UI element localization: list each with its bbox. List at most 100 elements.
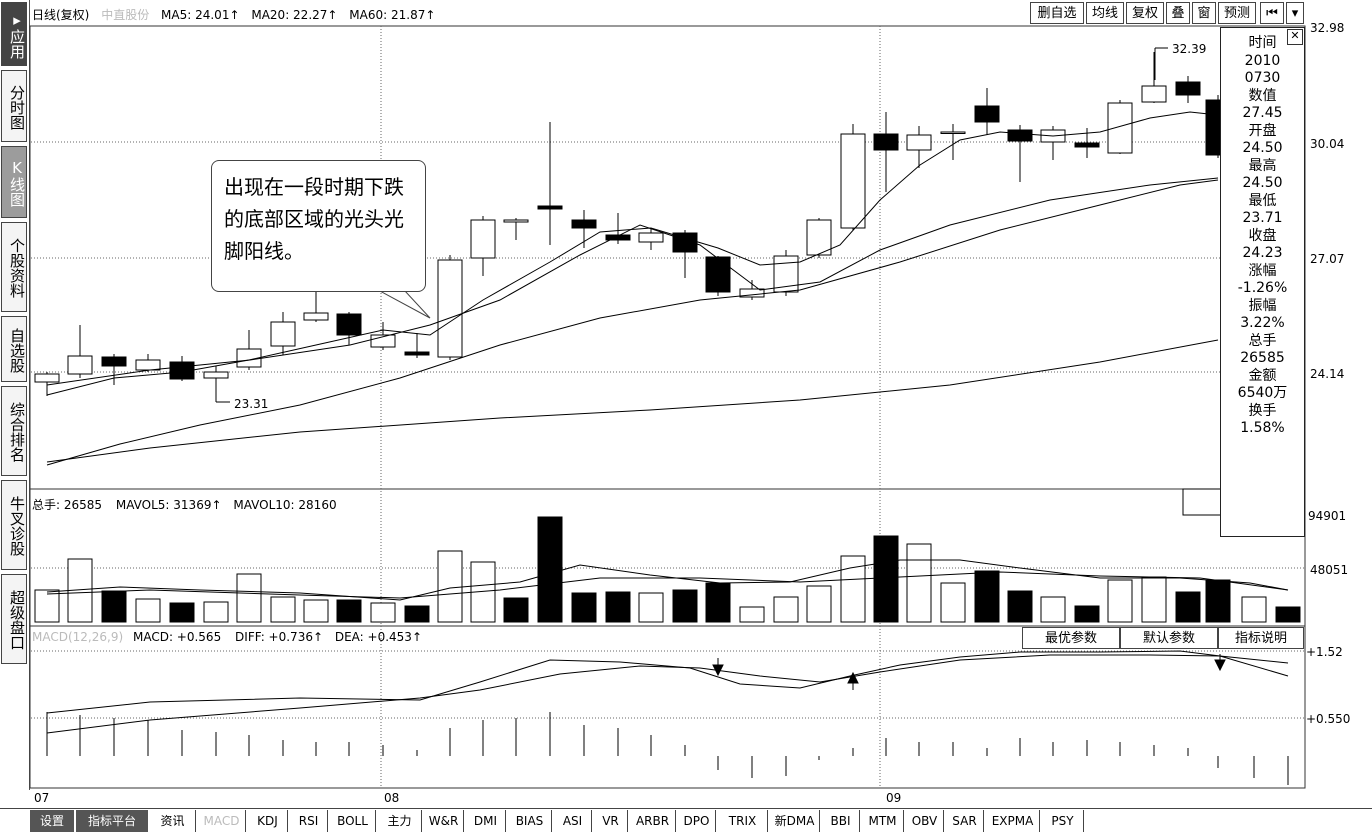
- toolbar-app-button[interactable]: ▸应用: [1, 2, 27, 66]
- candle-body: [1141, 85, 1167, 103]
- tab-obv[interactable]: OBV: [906, 810, 944, 832]
- toolbar-watchlist-button[interactable]: 自选股: [1, 316, 27, 382]
- tab-bbi[interactable]: BBI: [822, 810, 860, 832]
- tab-指标平台[interactable]: 指标平台: [76, 810, 148, 832]
- volume-bar: [1175, 591, 1201, 623]
- optimal-params-button[interactable]: 最优参数: [1022, 627, 1120, 649]
- candle-body: [906, 134, 932, 151]
- info-item: 数值: [1248, 87, 1277, 104]
- volume-bar: [840, 555, 866, 623]
- ma5-value: MA5: 24.01: [161, 8, 230, 22]
- info-item: 26585: [1240, 350, 1285, 366]
- tab-macd[interactable]: MACD: [198, 810, 246, 832]
- tab-新dma[interactable]: 新DMA: [770, 810, 820, 832]
- info-item: 0730: [1244, 70, 1281, 86]
- candle-body: [404, 351, 430, 356]
- left-toolbar: ▸应用 分时图 K线图 个股资料 自选股 综合排名 牛叉诊股 超级盘口: [0, 0, 30, 790]
- forecast-button[interactable]: 预测: [1218, 2, 1256, 24]
- info-item: 振幅: [1248, 297, 1277, 314]
- tab-boll[interactable]: BOLL: [330, 810, 376, 832]
- volume-bar: [470, 561, 496, 623]
- candle-body: [571, 219, 597, 229]
- tab-dmi[interactable]: DMI: [466, 810, 506, 832]
- volume-bar: [1007, 590, 1033, 623]
- tab-asi[interactable]: ASI: [554, 810, 592, 832]
- close-icon[interactable]: ✕: [1287, 29, 1303, 45]
- tab-主力[interactable]: 主力: [378, 810, 422, 832]
- info-item: 27.45: [1242, 105, 1283, 121]
- volume-bar: [1141, 576, 1167, 623]
- tab-sar[interactable]: SAR: [946, 810, 984, 832]
- mavol10-value: MAVOL10: 28160: [233, 498, 337, 512]
- candle-body: [203, 371, 229, 379]
- back-first-button[interactable]: ⏮: [1260, 2, 1284, 24]
- tab-trix[interactable]: TRIX: [718, 810, 768, 832]
- macd-panel-frame: [29, 625, 1306, 789]
- arrow-up-icon: ↑: [229, 8, 240, 22]
- volume-bar: [806, 585, 832, 623]
- candle-body: [470, 219, 496, 259]
- ma60-line: [46, 339, 1219, 463]
- tab-psy[interactable]: PSY: [1042, 810, 1084, 832]
- toolbar-timeshare-button[interactable]: 分时图: [1, 70, 27, 142]
- tab-设置[interactable]: 设置: [30, 810, 74, 832]
- volume-bar: [605, 591, 631, 623]
- indicator-help-button[interactable]: 指标说明: [1218, 627, 1304, 649]
- candle-body: [537, 205, 563, 210]
- mavol5-value: MAVOL5: 31369: [115, 498, 212, 512]
- diff-line: [46, 650, 1289, 714]
- info-item: 3.22%: [1240, 315, 1285, 331]
- high-price-annotation: 32.39: [1172, 42, 1206, 56]
- volume-bar: [1107, 579, 1133, 623]
- tab-资讯[interactable]: 资讯: [150, 810, 196, 832]
- overlay-button[interactable]: 叠: [1166, 2, 1190, 24]
- toolbar-ranking-button[interactable]: 综合排名: [1, 386, 27, 476]
- arrow-up-icon: ↑: [425, 8, 436, 22]
- skip-back-icon: ⏮: [1266, 6, 1278, 21]
- candle-body: [336, 313, 362, 336]
- dea-line: [46, 654, 1289, 734]
- info-item: 24.50: [1242, 175, 1283, 191]
- info-item: 时间: [1248, 35, 1277, 51]
- volume-bar: [705, 582, 731, 623]
- candle-body: [940, 131, 966, 134]
- default-params-button[interactable]: 默认参数: [1120, 627, 1218, 649]
- dropdown-button[interactable]: ▾: [1286, 2, 1304, 24]
- ma-button[interactable]: 均线: [1086, 2, 1124, 24]
- volume-bar: [34, 589, 60, 623]
- macd-indicator-name[interactable]: MACD(12,26,9): [32, 630, 124, 644]
- info-item: 金额: [1248, 367, 1277, 384]
- toolbar-diagnosis-button[interactable]: 牛叉诊股: [1, 480, 27, 570]
- candle-body: [840, 133, 866, 229]
- macd-histogram: [46, 650, 1289, 785]
- period-label: 日线(复权): [32, 8, 90, 22]
- volume-overlay-box: [1182, 488, 1222, 516]
- buy-arrow-icon: [847, 671, 859, 690]
- tab-bias[interactable]: BIAS: [508, 810, 552, 832]
- indicator-tabs: 设置 指标平台 资讯 MACD KDJ RSI BOLL 主力 W&R DMI BIAS ASI VR A…: [0, 808, 1372, 833]
- volume-bar: [773, 596, 799, 623]
- tab-dpo[interactable]: DPO: [678, 810, 716, 832]
- volume-total: 总手: 26585: [32, 498, 103, 512]
- toolbar-stock-info-button[interactable]: 个股资料: [1, 222, 27, 312]
- volume-bar: [739, 606, 765, 623]
- tab-vr[interactable]: VR: [594, 810, 628, 832]
- tab-w&r[interactable]: W&R: [424, 810, 464, 832]
- volume-bar: [270, 596, 296, 623]
- candle-body: [101, 356, 127, 367]
- tab-kdj[interactable]: KDJ: [248, 810, 288, 832]
- window-button[interactable]: 窗: [1192, 2, 1216, 24]
- tab-arbr[interactable]: ARBR: [630, 810, 676, 832]
- volume-bar: [437, 550, 463, 623]
- adjust-button[interactable]: 复权: [1126, 2, 1164, 24]
- tab-mtm[interactable]: MTM: [862, 810, 904, 832]
- toolbar-kline-button[interactable]: K线图: [1, 146, 27, 218]
- tab-expma[interactable]: EXPMA: [986, 810, 1040, 832]
- info-item: 最低: [1248, 192, 1277, 209]
- price-candles: [34, 47, 1231, 466]
- tab-rsi[interactable]: RSI: [290, 810, 328, 832]
- remove-watchlist-button[interactable]: 删自选: [1030, 2, 1084, 24]
- toolbar-orderbook-button[interactable]: 超级盘口: [1, 574, 27, 664]
- volume-bars: [34, 488, 1301, 623]
- volume-bar: [1275, 606, 1301, 623]
